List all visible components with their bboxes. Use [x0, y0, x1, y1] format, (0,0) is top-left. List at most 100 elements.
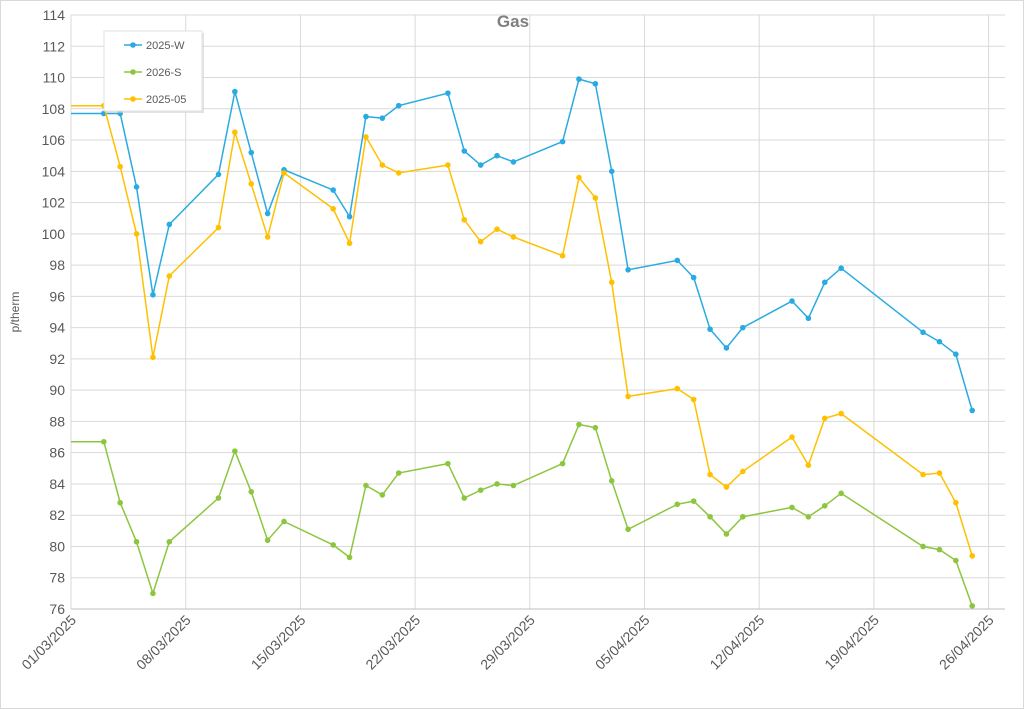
- y-tick-label: 104: [42, 163, 66, 179]
- legend-box: [103, 30, 203, 112]
- data-point-2025-W: [576, 76, 582, 82]
- data-point-2026-S: [166, 538, 173, 545]
- data-point-2025-05: [559, 252, 566, 259]
- data-point-2025-W: [133, 184, 140, 190]
- data-point-2025-W: [838, 265, 844, 272]
- data-point-2025-W: [215, 171, 222, 178]
- data-point-2026-S: [592, 424, 599, 431]
- data-point-2025-W: [363, 113, 369, 120]
- data-point-2025-W: [330, 187, 336, 193]
- data-point-2025-W: [150, 292, 156, 298]
- data-point-2025-05: [248, 181, 255, 187]
- data-point-2025-05: [592, 195, 599, 201]
- y-axis: 76 78 80 82 84 86 88 90 92 94 96 98 100 102 104 106 108 1…: [42, 7, 66, 617]
- y-tick-label: 76: [49, 601, 65, 617]
- y-tick-label: 94: [49, 320, 65, 336]
- data-point-2025-05: [510, 234, 517, 240]
- data-point-2026-S: [969, 603, 976, 609]
- y-tick-label: 96: [49, 288, 65, 304]
- data-point-2025-W: [723, 345, 730, 351]
- y-tick-label: 108: [42, 101, 66, 117]
- data-point-2026-S: [494, 481, 500, 487]
- y-tick-label: 80: [49, 538, 65, 554]
- data-point-2025-05: [117, 163, 123, 170]
- data-point-2026-S: [346, 554, 353, 561]
- legend-label: 2025-W: [146, 40, 185, 52]
- legend-label: 2025-05: [146, 94, 186, 106]
- data-point-2025-05: [690, 396, 697, 403]
- data-point-2025-05: [281, 170, 287, 176]
- data-point-2025-W: [625, 266, 631, 273]
- data-point-2025-W: [608, 168, 615, 175]
- data-point-2025-W: [953, 351, 959, 358]
- data-point-2026-S: [395, 470, 402, 476]
- data-point-2025-W: [461, 148, 468, 154]
- data-point-2025-W: [379, 115, 386, 121]
- data-point-2026-S: [838, 490, 844, 497]
- y-tick-label: 114: [43, 7, 66, 23]
- data-point-2026-S: [330, 542, 336, 548]
- data-point-2025-W: [789, 298, 795, 304]
- data-point-2025-05: [969, 553, 976, 559]
- y-tick-label: 90: [49, 382, 65, 398]
- data-point-2026-S: [100, 438, 107, 445]
- legend-label: 2026-S: [146, 67, 181, 79]
- data-point-2025-05: [707, 471, 713, 478]
- data-point-2025-05: [576, 174, 582, 181]
- data-point-2025-W: [477, 162, 484, 168]
- data-point-2025-W: [510, 159, 517, 165]
- data-point-2025-W: [346, 213, 353, 220]
- x-tick-label: 15/03/2025: [248, 612, 309, 673]
- legend: 2025-W 2026-S 2025-05: [103, 30, 204, 113]
- data-point-2026-S: [821, 503, 828, 509]
- x-tick-label: 19/04/2025: [821, 612, 882, 673]
- data-point-2025-05: [133, 231, 140, 237]
- y-tick-label: 106: [42, 132, 66, 148]
- data-point-2026-S: [461, 495, 468, 501]
- data-point-2026-S: [281, 518, 287, 525]
- y-tick-label: 82: [49, 507, 65, 523]
- data-point-2025-05: [723, 484, 730, 490]
- data-point-2026-S: [379, 492, 386, 498]
- data-point-2025-W: [690, 274, 697, 281]
- data-point-2026-S: [690, 498, 697, 504]
- y-tick-label: 86: [49, 445, 65, 461]
- data-point-2025-W: [920, 329, 926, 336]
- data-point-2026-S: [608, 478, 615, 484]
- data-point-2025-W: [559, 138, 566, 145]
- data-point-2026-S: [117, 499, 123, 506]
- data-point-2025-W: [969, 407, 976, 414]
- data-point-2025-05: [461, 216, 468, 223]
- data-point-2025-W: [264, 210, 271, 217]
- x-tick-label: 01/03/2025: [18, 612, 79, 673]
- data-point-2025-W: [232, 88, 238, 95]
- data-point-2026-S: [445, 460, 451, 467]
- data-point-2025-05: [166, 273, 173, 279]
- data-point-2025-05: [789, 434, 795, 440]
- data-point-2026-S: [576, 421, 582, 428]
- data-point-2025-05: [608, 279, 615, 286]
- data-point-2025-05: [379, 162, 386, 168]
- data-point-2026-S: [953, 557, 959, 564]
- x-axis: 01/03/2025 08/03/2025 15/03/2025 22/03/2025…: [18, 608, 1005, 673]
- legend-swatch-marker: [130, 42, 136, 48]
- data-point-2026-S: [740, 513, 746, 520]
- data-point-2026-S: [232, 448, 238, 454]
- series-line-2025-W: [71, 78, 973, 411]
- data-point-2025-W: [166, 221, 173, 228]
- y-tick-label: 78: [49, 570, 65, 586]
- chart-title: Gas: [497, 12, 529, 31]
- data-point-2025-W: [445, 90, 451, 96]
- x-tick-label: 29/03/2025: [477, 612, 538, 673]
- x-tick-label: 08/03/2025: [133, 612, 194, 673]
- data-point-2026-S: [559, 460, 566, 467]
- data-point-2025-05: [150, 354, 156, 361]
- legend-swatch-marker: [130, 69, 136, 75]
- data-point-2026-S: [215, 495, 222, 501]
- data-point-2025-W: [805, 315, 812, 322]
- x-tick-label: 22/03/2025: [362, 612, 423, 673]
- y-tick-label: 92: [49, 351, 65, 367]
- data-point-2025-W: [395, 102, 402, 109]
- data-point-2026-S: [150, 590, 156, 597]
